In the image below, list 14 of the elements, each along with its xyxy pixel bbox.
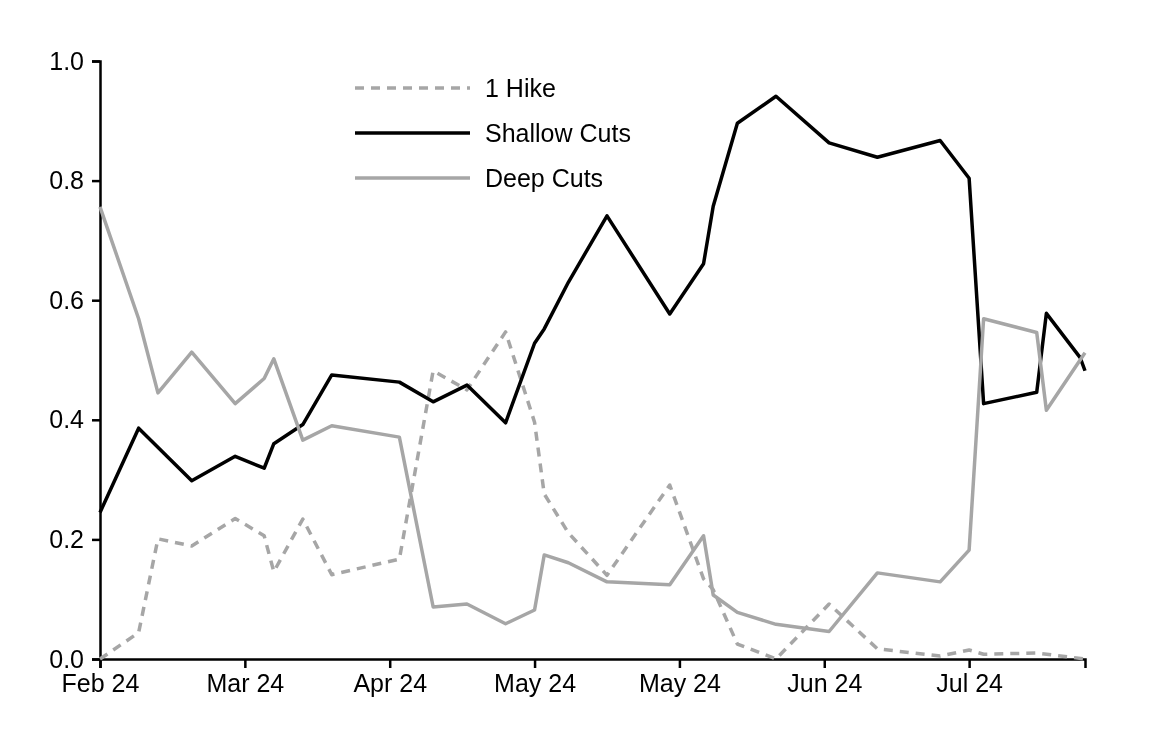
x-tick-label: May 24 xyxy=(638,668,721,697)
legend-label: Shallow Cuts xyxy=(485,118,631,147)
x-tick-label: May 24 xyxy=(494,668,577,697)
x-tick-label: Jun 24 xyxy=(787,668,863,697)
x-tick-label: Mar 24 xyxy=(206,668,285,697)
legend-label: Deep Cuts xyxy=(485,163,604,192)
x-tick-label: Apr 24 xyxy=(353,668,428,697)
legend-label: 1 Hike xyxy=(485,73,556,102)
y-tick-label: 0.2 xyxy=(49,524,84,553)
y-tick-label: 0.4 xyxy=(49,405,85,434)
x-tick-label: Jul 24 xyxy=(936,668,1004,697)
y-tick-label: 0.8 xyxy=(49,166,84,195)
y-tick-label: 0.6 xyxy=(49,285,84,314)
y-tick-label: 1.0 xyxy=(49,46,84,75)
